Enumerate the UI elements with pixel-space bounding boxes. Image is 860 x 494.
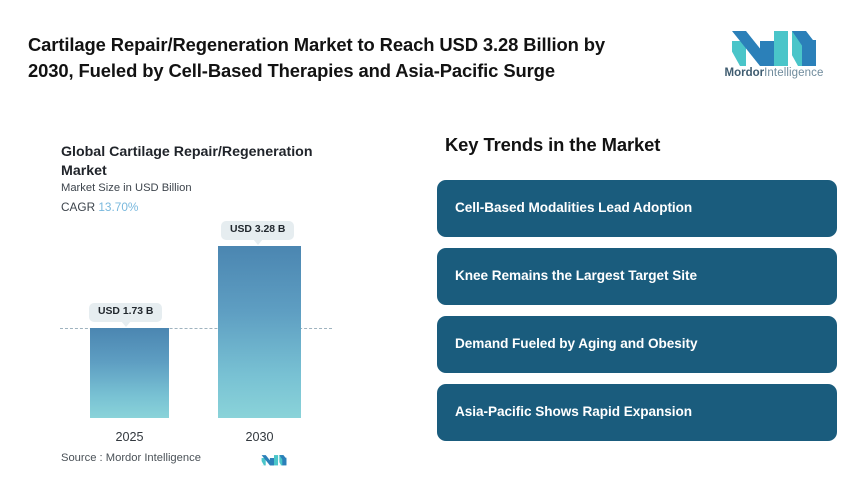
chart-subtitle: Market Size in USD Billion — [61, 182, 192, 194]
chart-source-text: Source : Mordor Intelligence — [61, 452, 201, 465]
bar-chart-plot-area: USD 1.73 B USD 3.28 B 2025 2030 — [0, 108, 420, 494]
page-title: Cartilage Repair/Regeneration Market to … — [28, 32, 708, 84]
reference-dashed-line — [60, 328, 332, 329]
trend-card-label: Knee Remains the Largest Target Site — [455, 268, 697, 284]
chart-title: Global Cartilage Repair/Regeneration Mar… — [61, 144, 313, 179]
bar-2025-value-label: USD 1.73 B — [89, 302, 163, 328]
x-axis-label-2025: 2025 — [115, 430, 144, 445]
trend-card[interactable]: Cell-Based Modalities Lead Adoption — [437, 180, 837, 237]
brand-name-bold: Mordor — [724, 67, 765, 79]
mordor-logo-small-icon — [260, 454, 287, 465]
page-title-line-2: 2030, Fueled by Cell-Based Therapies and… — [28, 60, 555, 82]
key-trends-list: Cell-Based Modalities Lead Adoption Knee… — [437, 180, 837, 441]
x-axis-label-2030: 2030 — [245, 430, 274, 445]
trend-card[interactable]: Asia-Pacific Shows Rapid Expansion — [437, 384, 837, 441]
cagr-value: 13.70% — [98, 200, 139, 214]
trend-card-label: Demand Fueled by Aging and Obesity — [455, 336, 698, 352]
mordor-logo-mark-icon — [730, 31, 816, 66]
key-trends-panel: Key Trends in the Market Cell-Based Moda… — [420, 108, 860, 494]
header: Cartilage Repair/Regeneration Market to … — [0, 0, 860, 108]
chart-source-row: Source : Mordor Intelligence — [61, 451, 287, 467]
brand-name-light: Intelligence — [764, 67, 824, 79]
bar-2030-value-label: USD 3.28 B — [221, 220, 295, 246]
chart-cagr: CAGR 13.70% — [61, 200, 139, 214]
trend-card[interactable]: Demand Fueled by Aging and Obesity — [437, 316, 837, 373]
brand-logo-wordmark: MordorIntelligence — [716, 67, 832, 80]
bar-2030-fill — [218, 246, 301, 418]
brand-logo: MordorIntelligence — [716, 26, 832, 88]
key-trends-title: Key Trends in the Market — [445, 134, 661, 155]
trend-card-label: Asia-Pacific Shows Rapid Expansion — [455, 404, 693, 420]
bar-2025 — [90, 328, 169, 418]
market-size-chart-panel: Global Cartilage Repair/Regeneration Mar… — [0, 108, 420, 494]
bar-2025-fill — [90, 328, 169, 418]
cagr-label: CAGR — [61, 200, 96, 214]
trend-card-label: Cell-Based Modalities Lead Adoption — [455, 200, 693, 216]
bar-2030 — [218, 246, 301, 418]
trend-card[interactable]: Knee Remains the Largest Target Site — [437, 248, 837, 305]
page-title-line-1: Cartilage Repair/Regeneration Market to … — [28, 34, 606, 55]
